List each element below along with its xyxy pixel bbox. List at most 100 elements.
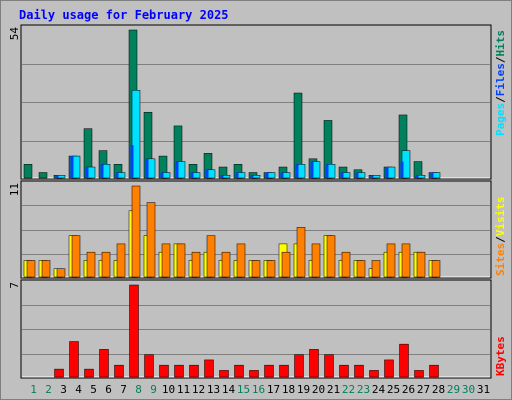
chart-title: Daily usage for February 2025 [19,8,229,22]
bar-kbytes-day-6 [99,349,109,378]
bar-sites-day-4 [71,235,81,278]
bar-kbytes-day-23 [354,364,364,378]
bar-sites-day-14 [221,251,231,278]
bar-sites-day-3 [56,268,66,278]
day-label: 26 [402,383,415,396]
day-label: 16 [252,383,265,396]
day-label: 15 [237,383,250,396]
bar-kbytes-day-19 [294,354,304,378]
day-label: 10 [162,383,175,396]
bar-files-day-6 [100,164,104,178]
bar-sites-day-11 [176,243,186,278]
day-label: 25 [387,383,400,396]
legend-entry: KBytes [494,336,507,376]
day-label: 21 [327,383,340,396]
bar-files-day-14 [220,175,224,178]
day-label: 3 [60,383,67,396]
bar-files-day-5 [85,167,89,178]
bar-kbytes-day-14 [219,370,229,378]
bar-kbytes-day-17 [264,364,274,378]
bar-files-day-16 [250,175,254,178]
bar-sites-day-13 [206,235,216,278]
bar-kbytes-day-27 [414,370,424,378]
bar-files-day-20 [310,161,314,178]
bar-sites-day-21 [326,235,336,278]
bar-kbytes-day-9 [144,354,154,378]
bar-files-day-10 [160,172,164,178]
bar-sites-day-23 [356,260,366,278]
panel-legend: Sites/Visits [494,197,507,277]
bar-files-day-17 [265,172,269,178]
bar-files-day-3 [55,175,59,178]
bar-kbytes-day-7 [114,364,124,378]
legend-entry: Files [494,63,507,96]
bar-hits-day-1 [23,164,33,179]
bar-sites-day-26 [401,243,411,278]
legend-entry: Hits [494,30,507,57]
bar-files-day-11 [175,161,179,178]
bar-hits-day-2 [38,172,48,179]
day-label: 2 [45,383,52,396]
bar-kbytes-day-4 [69,341,79,378]
bar-sites-day-15 [236,243,246,278]
chart-panel-3: 7 KBytes [8,279,507,379]
bar-kbytes-day-21 [324,354,334,378]
day-label: 14 [222,383,236,396]
bar-kbytes-day-10 [159,364,169,378]
bar-sites-day-5 [86,251,96,278]
bar-kbytes-day-16 [249,370,259,378]
day-label: 5 [90,383,97,396]
panel-legend: KBytes [494,336,507,376]
legend-entry: / [494,96,507,103]
bar-kbytes-day-13 [204,359,214,378]
day-label: 19 [297,383,310,396]
bar-kbytes-day-3 [54,368,64,378]
bar-sites-day-19 [296,227,306,278]
day-label: 8 [135,383,142,396]
bar-kbytes-day-28 [429,364,439,378]
y-max-label: 7 [8,282,21,289]
bar-kbytes-day-26 [399,343,409,378]
bar-files-day-26 [400,161,404,178]
legend-entry: Sites [494,243,507,276]
day-label: 11 [177,383,190,396]
bar-files-day-21 [325,164,329,178]
bar-files-day-9 [145,158,149,178]
bar-kbytes-day-8 [129,284,139,378]
bar-sites-day-2 [41,260,51,278]
bar-sites-day-7 [116,243,126,278]
bar-files-day-13 [205,169,209,178]
bar-sites-day-28 [431,260,441,278]
day-label: 4 [75,383,82,396]
day-label: 7 [120,383,127,396]
bar-files-day-15 [235,172,239,178]
bar-files-day-28 [430,172,434,178]
bar-kbytes-day-25 [384,359,394,378]
day-label: 6 [105,383,112,396]
bar-files-day-19 [295,164,299,178]
bar-files-day-8 [130,145,134,178]
bar-kbytes-day-15 [234,364,244,378]
bar-kbytes-day-5 [84,368,94,378]
bar-sites-day-6 [101,251,111,278]
bar-files-day-7 [115,172,119,178]
bar-files-day-22 [340,172,344,178]
bar-sites-day-27 [416,251,426,278]
bar-files-day-4 [70,156,74,178]
bar-sites-day-10 [161,243,171,278]
bar-kbytes-day-22 [339,364,349,378]
day-label: 13 [207,383,220,396]
bar-sites-day-9 [146,202,156,278]
bar-kbytes-day-24 [369,370,379,378]
day-label: 30 [462,383,475,396]
chart-panel-2: 11 Sites/Visits [8,180,507,279]
bar-files-day-25 [385,167,389,178]
legend-entry: / [494,236,507,243]
day-axis: 1 2 3 4 5 6 7 8 9 10 11 12 13 14 15 16 17 18 19 20 21 22 23 24 2… [30,383,490,396]
bar-kbytes-day-11 [174,364,184,378]
day-label: 27 [417,383,430,396]
legend-entry: Visits [494,197,507,237]
bar-sites-day-1 [26,260,36,278]
day-label: 17 [267,383,280,396]
